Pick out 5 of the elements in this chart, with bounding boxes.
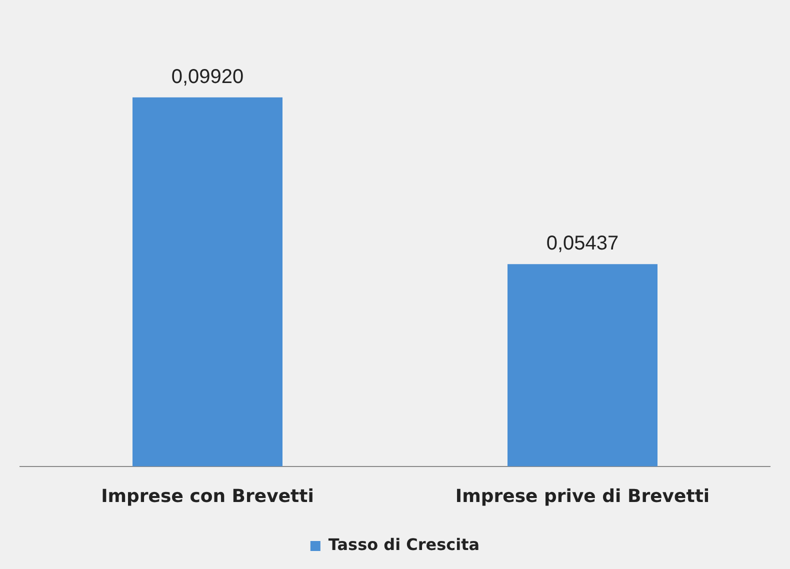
x-tick-label: Imprese prive di Brevetti [455, 486, 710, 507]
data-label: 0,09920 [171, 66, 244, 88]
data-label: 0,05437 [546, 232, 619, 255]
legend-label: Tasso di Crescita [328, 535, 480, 554]
x-tick-label: Imprese con Brevetti [101, 486, 314, 507]
